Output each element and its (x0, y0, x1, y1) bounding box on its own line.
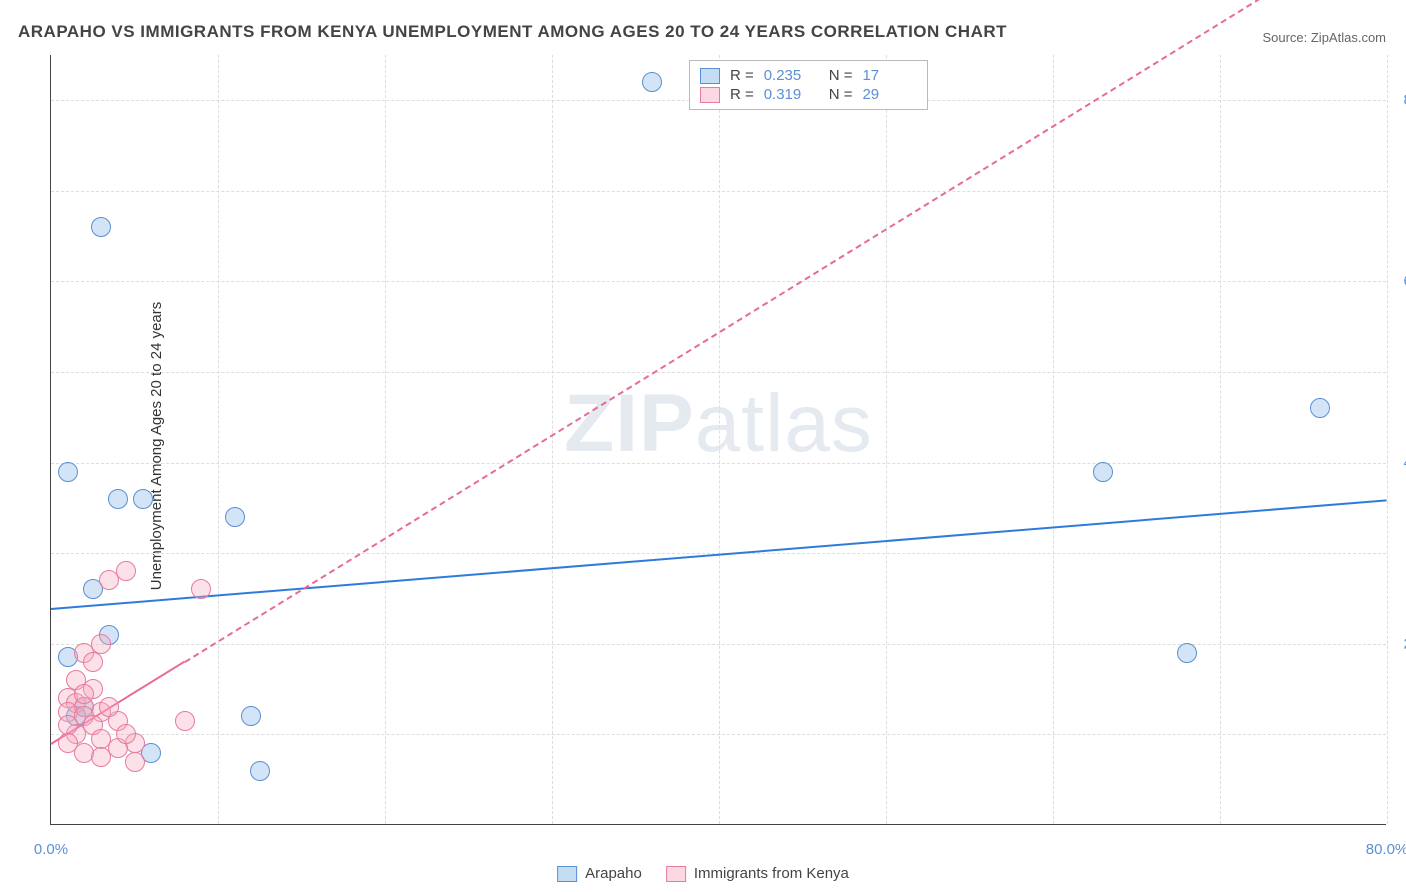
y-tick-label: 40.0% (1396, 454, 1406, 471)
data-point (58, 715, 78, 735)
gridline-v (552, 55, 553, 824)
data-point (250, 761, 270, 781)
gridline-v (1053, 55, 1054, 824)
data-point (58, 462, 78, 482)
source-label: Source: ZipAtlas.com (1262, 30, 1386, 45)
data-point (83, 652, 103, 672)
legend: Arapaho Immigrants from Kenya (557, 865, 849, 882)
data-point (116, 724, 136, 744)
y-tick-label: 80.0% (1396, 92, 1406, 109)
legend-item: Immigrants from Kenya (666, 865, 849, 882)
stats-box: R = 0.235 N = 17 R = 0.319 N = 29 (689, 60, 929, 110)
stats-row: R = 0.319 N = 29 (700, 86, 918, 103)
gridline-v (385, 55, 386, 824)
y-tick-label: 60.0% (1396, 273, 1406, 290)
data-point (99, 570, 119, 590)
data-point (91, 747, 111, 767)
swatch-blue (700, 68, 720, 84)
stat-n-value: 29 (862, 86, 917, 103)
gridline-v (1387, 55, 1388, 824)
legend-swatch (666, 866, 686, 882)
stat-r-label: R = (730, 86, 754, 103)
data-point (225, 507, 245, 527)
gridline-v (218, 55, 219, 824)
data-point (74, 684, 94, 704)
x-tick-label: 80.0% (1366, 841, 1406, 858)
data-point (642, 72, 662, 92)
data-point (1177, 643, 1197, 663)
chart-title: ARAPAHO VS IMMIGRANTS FROM KENYA UNEMPLO… (18, 22, 1007, 42)
stats-row: R = 0.235 N = 17 (700, 67, 918, 84)
gridline-v (886, 55, 887, 824)
legend-swatch (557, 866, 577, 882)
legend-item: Arapaho (557, 865, 642, 882)
stat-n-value: 17 (862, 67, 917, 84)
data-point (1093, 462, 1113, 482)
swatch-pink (700, 87, 720, 103)
stat-n-label: N = (829, 67, 853, 84)
legend-label: Immigrants from Kenya (694, 865, 849, 882)
stat-r-label: R = (730, 67, 754, 84)
legend-label: Arapaho (585, 865, 642, 882)
data-point (191, 579, 211, 599)
gridline-v (1220, 55, 1221, 824)
data-point (99, 697, 119, 717)
data-point (125, 752, 145, 772)
data-point (1310, 398, 1330, 418)
stat-r-value: 0.319 (764, 86, 819, 103)
data-point (91, 217, 111, 237)
data-point (175, 711, 195, 731)
data-point (108, 489, 128, 509)
data-point (133, 489, 153, 509)
x-tick-label: 0.0% (34, 841, 68, 858)
stat-r-value: 0.235 (764, 67, 819, 84)
stat-n-label: N = (829, 86, 853, 103)
data-point (58, 733, 78, 753)
gridline-v (719, 55, 720, 824)
scatter-chart: ZIPatlas 20.0%40.0%60.0%80.0%0.0%80.0% (50, 55, 1386, 825)
data-point (241, 706, 261, 726)
y-tick-label: 20.0% (1396, 635, 1406, 652)
